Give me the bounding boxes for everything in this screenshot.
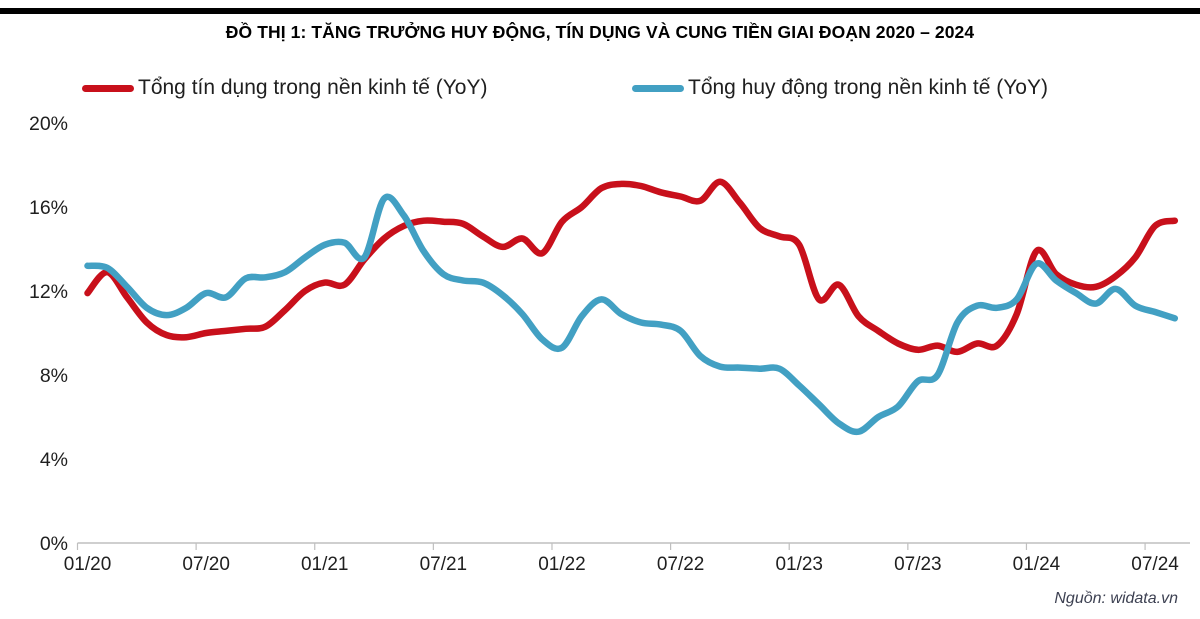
legend-item-credit: Tổng tín dụng trong nền kinh tế (YoY) (82, 72, 487, 104)
deposit-line-swatch-icon (632, 84, 684, 92)
legend-label-deposit: Tổng huy động trong nền kinh tế (YoY) (688, 76, 1048, 99)
x-tick-label: 07/22 (657, 554, 705, 575)
x-tick-label: 01/22 (538, 554, 586, 575)
x-tick-label: 01/20 (64, 554, 112, 575)
legend-item-deposit: Tổng huy động trong nền kinh tế (YoY) (632, 72, 1048, 104)
y-tick-label: 0% (40, 533, 68, 555)
y-tick-label: 20% (29, 113, 68, 135)
legend-label-credit: Tổng tín dụng trong nền kinh tế (YoY) (138, 76, 488, 99)
chart-title: ĐỒ THỊ 1: TĂNG TRƯỞNG HUY ĐỘNG, TÍN DỤNG… (225, 22, 975, 42)
x-tick-label: 07/21 (420, 554, 468, 575)
y-tick-label: 4% (40, 449, 68, 471)
x-tick-label: 01/21 (301, 554, 349, 575)
source-note: Nguồn: widata.vn (1054, 590, 1178, 607)
x-tick-label: 01/23 (775, 554, 823, 575)
x-tick-label: 07/20 (182, 554, 230, 575)
x-tick-label: 01/24 (1013, 554, 1061, 575)
deposit-growth-line (84, 193, 1179, 436)
title-top-rule (0, 8, 1200, 14)
credit-line-swatch-icon (82, 84, 134, 92)
x-tick-label: 07/24 (1131, 554, 1179, 575)
y-tick-label: 16% (29, 197, 68, 219)
y-tick-label: 12% (29, 281, 68, 303)
y-tick-label: 8% (40, 365, 68, 387)
x-tick-label: 07/23 (894, 554, 942, 575)
credit-growth-line (84, 178, 1179, 356)
